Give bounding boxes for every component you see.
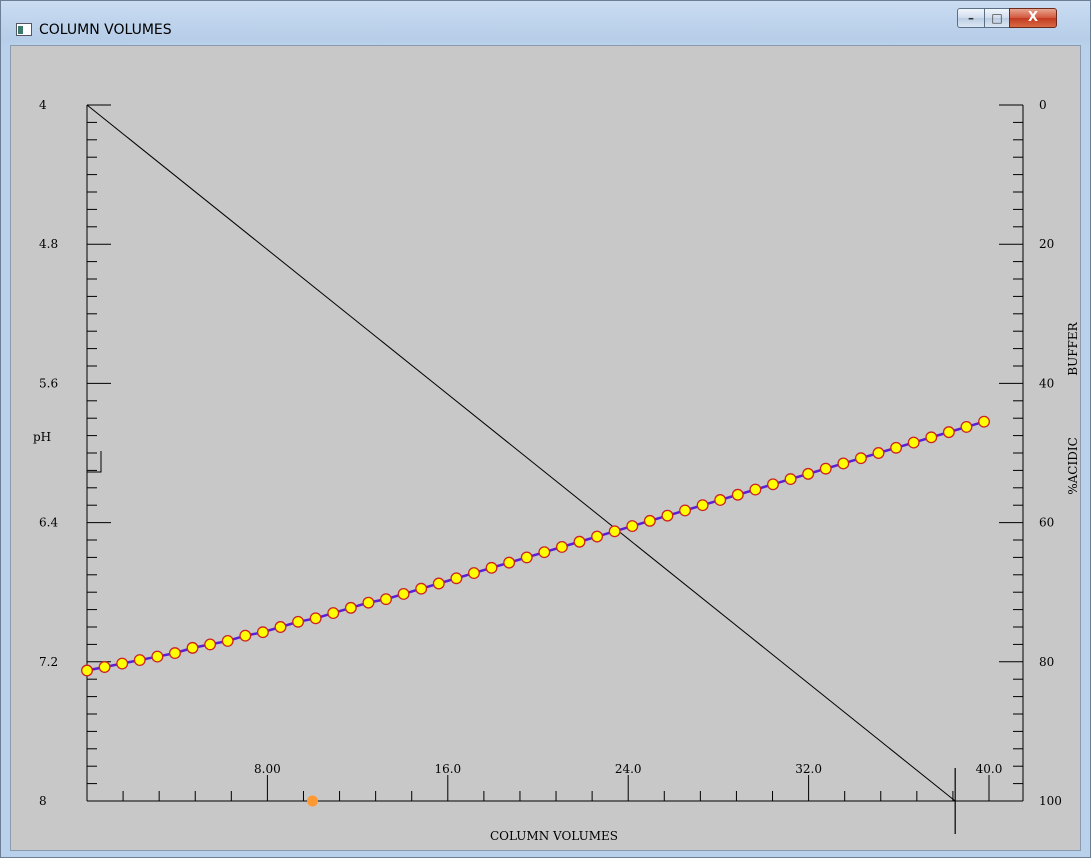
ph-data-point	[784, 473, 797, 486]
ph-data-point	[520, 551, 533, 564]
ph-data-point	[204, 638, 217, 651]
ph-data-point	[503, 556, 516, 569]
ph-data-point	[309, 612, 322, 625]
minimize-button[interactable]: –	[957, 8, 985, 28]
ph-data-point	[661, 509, 674, 522]
ph-data-point	[81, 664, 93, 677]
right-axis-title-buffer: BUFFER	[1066, 321, 1080, 375]
ph-data-point	[714, 494, 727, 506]
right-tick-label: 0	[1039, 98, 1047, 112]
ph-data-point	[837, 457, 850, 470]
ph-data-point	[925, 431, 938, 444]
chart-area[interactable]: 4 4.8 5.6 6.4 7.2 8 0 20 40 60 80 100 8.00 16.0 24.0 32…	[10, 45, 1081, 851]
maximize-icon: □	[991, 11, 1003, 25]
ph-data-point	[696, 499, 709, 512]
left-tick-label: 4.8	[39, 237, 58, 251]
bottom-tick-label: 24.0	[615, 762, 642, 776]
ph-data-point	[256, 626, 269, 639]
ph-data-point	[432, 577, 445, 590]
buffer-gradient-line	[86, 104, 956, 802]
ph-data-point	[890, 441, 903, 454]
maximize-button[interactable]: □	[984, 8, 1010, 28]
right-tick-label: 60	[1039, 516, 1054, 530]
ph-data-point	[749, 483, 762, 496]
ph-data-point	[168, 647, 181, 660]
left-tick-label: 8	[39, 794, 47, 808]
ph-data-point	[802, 467, 815, 480]
ph-data-point	[397, 587, 410, 600]
right-tick-label: 40	[1039, 376, 1054, 390]
ph-data-point	[854, 452, 867, 465]
ph-data-point	[98, 661, 111, 673]
ph-curve-line	[86, 420, 985, 672]
ph-data-point	[450, 572, 463, 585]
ph-data-point	[872, 447, 885, 459]
ph-data-point	[415, 582, 428, 595]
window-title: COLUMN VOLUMES	[39, 22, 172, 38]
ph-data-point	[538, 546, 551, 559]
bottom-tick-label: 32.0	[795, 762, 822, 776]
ph-data-point	[133, 654, 146, 667]
bottom-tick-label: 40.0	[976, 762, 1003, 776]
bottom-tick-label: 8.00	[254, 762, 281, 776]
ph-data-point	[292, 615, 305, 628]
ph-data-point	[116, 657, 129, 670]
ph-data-point	[151, 650, 164, 663]
title-bar[interactable]: COLUMN VOLUMES – □ X	[1, 1, 1090, 43]
close-icon: X	[1027, 10, 1039, 25]
close-button[interactable]: X	[1009, 8, 1057, 28]
ph-data-point	[679, 504, 691, 517]
ph-data-point	[608, 525, 621, 538]
ph-data-point	[573, 535, 586, 548]
ph-data-point	[221, 634, 234, 647]
ph-data-point	[344, 601, 357, 614]
left-tick-label: 7.2	[39, 655, 58, 669]
app-icon[interactable]	[16, 23, 32, 36]
right-axis-title-acidic: %ACIDIC	[1066, 437, 1080, 495]
ph-data-point	[767, 478, 779, 491]
ph-data-point	[239, 629, 252, 642]
ph-data-point	[643, 514, 656, 527]
ph-data-point	[731, 488, 744, 501]
ph-data-point	[960, 420, 973, 433]
ph-data-point	[819, 462, 832, 475]
ph-data-point	[362, 596, 375, 609]
left-tick-label: 6.4	[39, 516, 58, 530]
right-tick-label: 80	[1039, 655, 1054, 669]
ph-data-point	[327, 607, 340, 620]
right-tick-label: 100	[1039, 794, 1062, 808]
ph-data-point	[468, 567, 480, 580]
ph-data-point	[555, 541, 568, 553]
ph-bracket-mark	[87, 451, 102, 473]
minimize-icon: –	[968, 11, 974, 25]
ph-data-point	[274, 621, 287, 633]
left-tick-label: 5.6	[39, 376, 58, 390]
ph-data-point	[186, 641, 199, 654]
left-axis-title: pH	[33, 430, 51, 444]
left-tick-label: 4	[39, 98, 47, 112]
position-indicator-dot[interactable]	[307, 795, 318, 807]
ph-data-point	[942, 426, 955, 439]
ph-data-point	[485, 561, 498, 574]
ph-data-point	[626, 520, 639, 533]
right-tick-label: 20	[1039, 237, 1054, 251]
ph-data-point	[907, 436, 920, 449]
ph-data-point	[978, 415, 990, 428]
bottom-tick-label: 16.0	[434, 762, 461, 776]
ph-data-point	[591, 530, 604, 543]
x-axis-title: COLUMN VOLUMES	[490, 829, 618, 843]
ph-data-point	[380, 593, 392, 606]
